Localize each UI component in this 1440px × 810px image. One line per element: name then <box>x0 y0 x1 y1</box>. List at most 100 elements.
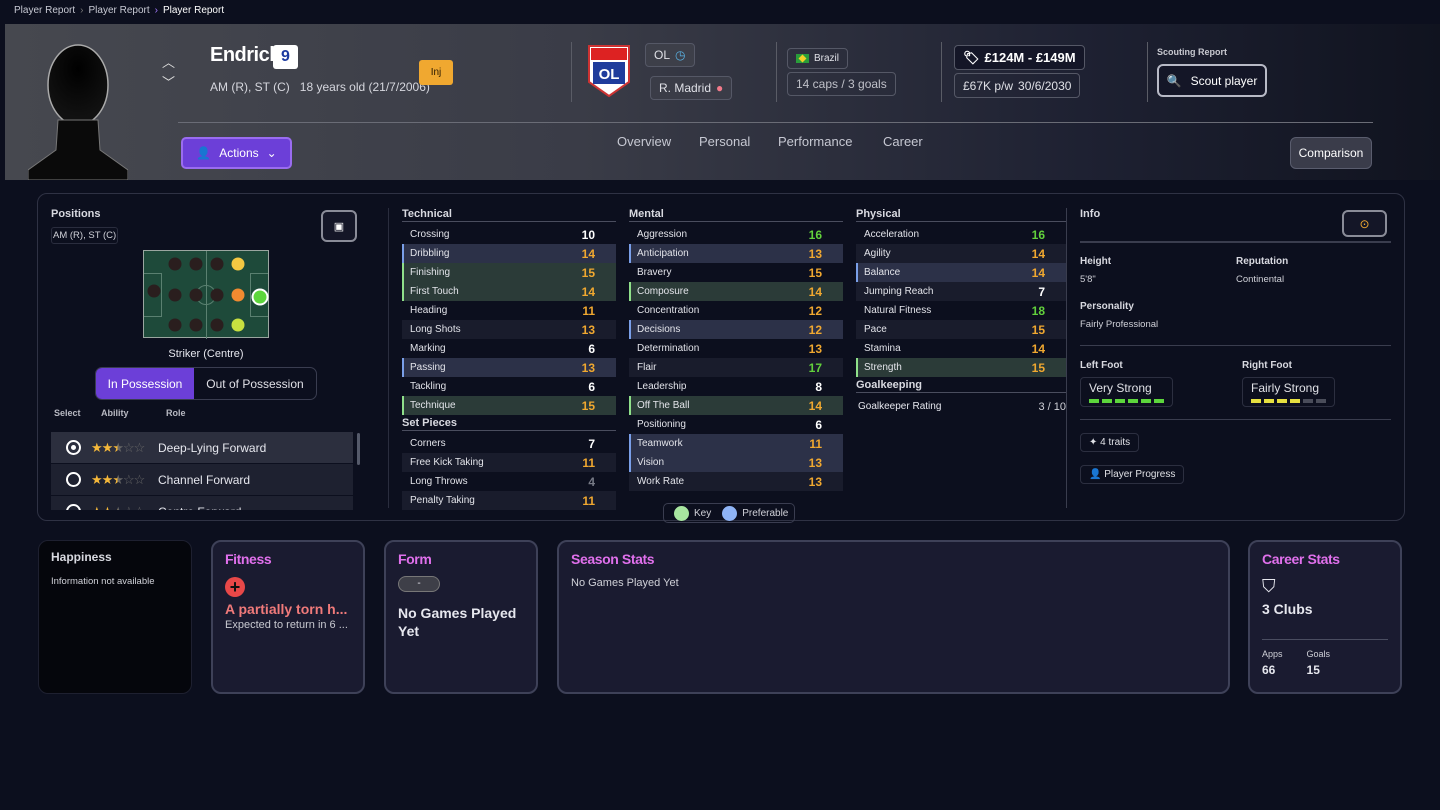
previous-player-icon[interactable]: ︿ <box>162 55 176 70</box>
mental-title: Mental <box>629 208 843 222</box>
attribute-row[interactable]: Determination 13 <box>629 339 843 358</box>
tab-career[interactable]: Career <box>883 134 923 149</box>
attribute-value: 6 <box>588 379 595 394</box>
attribute-row[interactable]: Flair 17 <box>629 358 843 377</box>
position-dot[interactable] <box>210 288 224 302</box>
role-row[interactable]: ★★★☆☆Centre Forward <box>51 496 353 510</box>
attribute-row[interactable]: Vision 13 <box>629 453 843 472</box>
attribute-row[interactable]: Anticipation 13 <box>629 244 843 263</box>
tab-performance[interactable]: Performance <box>778 134 853 149</box>
out-of-possession-tab[interactable]: Out of Possession <box>206 376 304 391</box>
player-name: Endrick <box>210 44 280 66</box>
attribute-row[interactable]: Leadership 8 <box>629 377 843 396</box>
position-dot[interactable] <box>168 257 182 271</box>
position-dot[interactable] <box>168 318 182 332</box>
attribute-row[interactable]: Penalty Taking 11 <box>402 491 616 510</box>
attribute-row[interactable]: Free Kick Taking 11 <box>402 453 616 472</box>
attribute-row[interactable]: Jumping Reach 7 <box>856 282 1066 301</box>
position-dot[interactable] <box>189 318 203 332</box>
transfer-value-pill[interactable]: 🏷 £124M - £149M <box>954 45 1085 70</box>
attribute-row[interactable]: Aggression 16 <box>629 225 843 244</box>
role-row[interactable]: ★★★☆☆ Deep-Lying Forward <box>51 432 353 463</box>
attribute-name: Long Shots <box>410 324 461 335</box>
attribute-name: Bravery <box>637 267 672 278</box>
position-dot[interactable] <box>210 318 224 332</box>
attribute-row[interactable]: Finishing 15 <box>402 263 616 282</box>
attribute-row[interactable]: Acceleration 16 <box>856 225 1066 244</box>
apps-value: 66 <box>1262 663 1276 677</box>
contract-pill[interactable]: £67K p/w 30/6/2030 <box>954 73 1081 98</box>
career-stats-card[interactable]: Career Stats ⛉ 3 Clubs Apps 66 Goals 15 <box>1248 540 1402 694</box>
position-dot[interactable] <box>231 257 245 271</box>
scout-player-button[interactable]: 🔍 Scout player <box>1157 64 1267 97</box>
attribute-row[interactable]: Teamwork 11 <box>629 434 843 453</box>
attribute-row[interactable]: Dribbling 14 <box>402 244 616 263</box>
position-dot[interactable] <box>231 318 245 332</box>
attribute-row[interactable]: Tackling 6 <box>402 377 616 396</box>
attribute-row[interactable]: Heading 11 <box>402 301 616 320</box>
attribute-row[interactable]: Decisions 12 <box>629 320 843 339</box>
form-card[interactable]: Form - No Games Played Yet <box>384 540 538 694</box>
attribute-row[interactable]: Long Shots 13 <box>402 320 616 339</box>
right-foot-bar <box>1251 399 1326 403</box>
role-row[interactable]: ★★★☆☆ Channel Forward <box>51 464 353 495</box>
tab-personal[interactable]: Personal <box>699 134 751 149</box>
in-possession-tab[interactable]: In Possession <box>96 368 194 399</box>
attribute-row[interactable]: Stamina 14 <box>856 339 1066 358</box>
attribute-row[interactable]: Corners 7 <box>402 434 616 453</box>
attribute-name: Agility <box>864 248 891 259</box>
role-radio[interactable] <box>66 440 81 455</box>
divider <box>571 42 572 102</box>
actions-button[interactable]: 👤 Actions ⌄ <box>181 137 292 169</box>
happiness-card[interactable]: Happiness Information not available <box>38 540 192 694</box>
attribute-name: Anticipation <box>637 248 689 259</box>
position-dot[interactable] <box>168 288 182 302</box>
attribute-row[interactable]: Off The Ball 14 <box>629 396 843 415</box>
position-dot[interactable] <box>251 288 269 306</box>
traits-button[interactable]: ✦ 4 traits <box>1080 433 1140 452</box>
injury-badge[interactable]: Inj <box>419 60 453 85</box>
attribute-row[interactable]: Bravery 15 <box>629 263 843 282</box>
player-progress-button[interactable]: 👤 Player Progress <box>1080 465 1185 484</box>
divider <box>776 42 777 102</box>
role-fit-button[interactable]: ⊙ <box>1342 210 1387 237</box>
attribute-row[interactable]: Natural Fitness 18 <box>856 301 1066 320</box>
role-radio[interactable] <box>66 472 81 487</box>
attribute-row[interactable]: Composure 14 <box>629 282 843 301</box>
next-player-icon[interactable]: ﹀ <box>162 75 176 90</box>
attribute-row[interactable]: Passing 13 <box>402 358 616 377</box>
attribute-row[interactable]: Balance 14 <box>856 263 1066 282</box>
attribute-row[interactable]: Technique 15 <box>402 396 616 415</box>
position-dot[interactable] <box>189 288 203 302</box>
role-radio[interactable] <box>66 504 81 510</box>
attribute-row[interactable]: Positioning 6 <box>629 415 843 434</box>
position-view-toggle-button[interactable]: ▣ <box>321 210 357 242</box>
attribute-row[interactable]: Marking 6 <box>402 339 616 358</box>
attribute-row[interactable]: Long Throws 4 <box>402 472 616 491</box>
attribute-row[interactable]: Work Rate 13 <box>629 472 843 491</box>
fitness-card[interactable]: Fitness + A partially torn h... Expected… <box>211 540 365 694</box>
position-dot[interactable] <box>147 284 161 298</box>
breadcrumb-item[interactable]: Player Report <box>88 5 150 16</box>
position-dot[interactable] <box>210 257 224 271</box>
attribute-row[interactable]: Agility 14 <box>856 244 1066 263</box>
breadcrumb-item[interactable]: Player Report <box>14 5 76 16</box>
attribute-value: 13 <box>808 474 822 489</box>
role-list-scrollbar[interactable] <box>357 433 360 465</box>
nation-pill[interactable]: Brazil <box>787 48 849 69</box>
parent-club-pill[interactable]: R. Madrid ● <box>650 76 733 100</box>
club-crest-icon[interactable]: OL <box>587 44 631 98</box>
position-dot[interactable] <box>189 257 203 271</box>
attribute-row[interactable]: Concentration 12 <box>629 301 843 320</box>
attribute-row[interactable]: Crossing 10 <box>402 225 616 244</box>
attribute-value: 4 <box>588 474 595 489</box>
attribute-row[interactable]: Strength 15 <box>856 358 1066 377</box>
position-dot[interactable] <box>231 288 245 302</box>
tab-overview[interactable]: Overview <box>617 134 672 149</box>
attribute-name: Pace <box>864 324 887 335</box>
season-stats-card[interactable]: Season Stats No Games Played Yet <box>557 540 1230 694</box>
club-pill[interactable]: OL ◷ <box>645 43 695 67</box>
attribute-row[interactable]: Pace 15 <box>856 320 1066 339</box>
attribute-row[interactable]: First Touch 14 <box>402 282 616 301</box>
comparison-button[interactable]: Comparison <box>1290 137 1372 169</box>
